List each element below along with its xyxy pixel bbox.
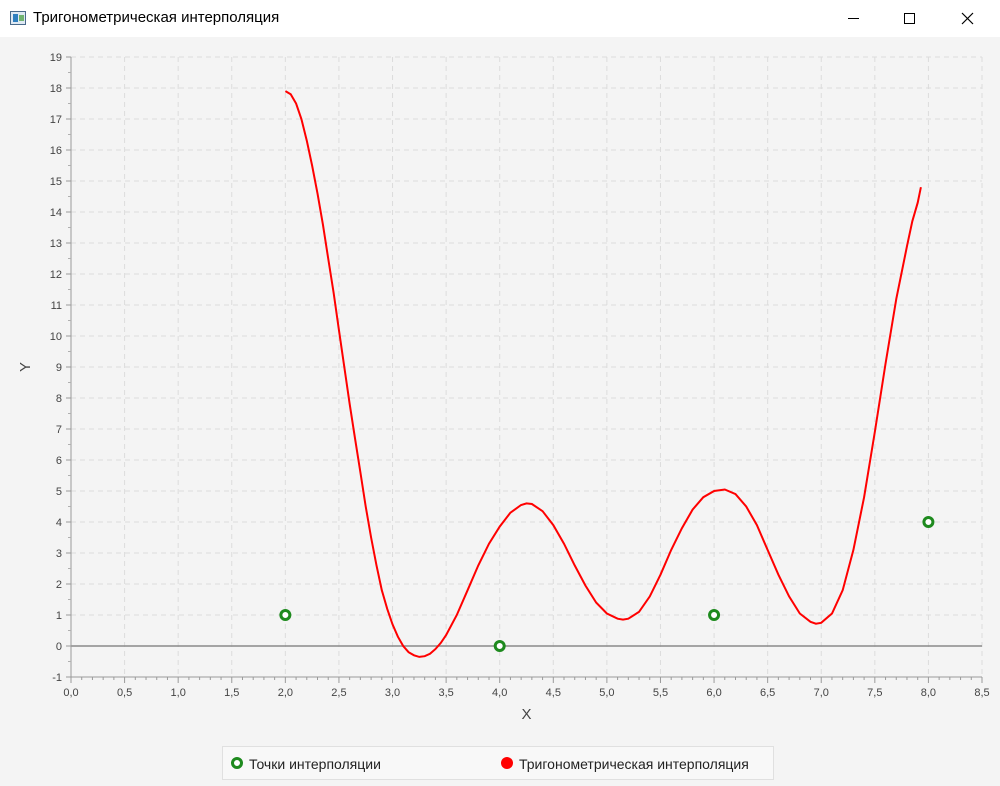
x-tick-label: 2,5 — [331, 687, 346, 699]
interpolation-point — [279, 609, 292, 621]
x-tick-label: 8,0 — [921, 687, 936, 699]
series-layer — [279, 90, 935, 658]
y-tick-label: 5 — [56, 486, 62, 498]
x-tick-label: 2,0 — [278, 687, 293, 699]
legend-filled-circle-icon — [501, 757, 513, 769]
x-tick-label: 4,5 — [546, 687, 561, 699]
x-tick-label: 3,5 — [438, 687, 453, 699]
y-tick-label: 18 — [50, 83, 62, 95]
x-tick-label: 4,0 — [492, 687, 507, 699]
interpolation-point — [708, 609, 721, 621]
y-tick-label: -1 — [52, 672, 62, 684]
y-tick-label: 13 — [50, 238, 62, 250]
y-tick-label: 14 — [50, 207, 62, 219]
y-tick-label: 3 — [56, 548, 62, 560]
y-tick-label: 7 — [56, 424, 62, 436]
x-tick-label: 1,5 — [224, 687, 239, 699]
x-tick-label: 8,5 — [974, 687, 989, 699]
y-tick-label: 17 — [50, 114, 62, 126]
legend-item-curve: Тригонометрическая интерполяция — [501, 747, 771, 779]
y-tick-label: 1 — [56, 610, 62, 622]
y-tick-label: 2 — [56, 579, 62, 591]
x-tick-label: 7,5 — [867, 687, 882, 699]
y-tick-label: 9 — [56, 362, 62, 374]
maximize-button[interactable] — [886, 0, 932, 37]
y-tick-label: 11 — [51, 300, 62, 312]
y-tick-label: 19 — [50, 52, 62, 64]
legend-hollow-circle-icon — [231, 757, 243, 769]
y-tick-label: 10 — [50, 331, 62, 343]
y-tick-label: 6 — [56, 455, 62, 467]
y-tick-label: 12 — [50, 269, 62, 281]
maximize-icon — [904, 13, 915, 24]
x-tick-label: 0,0 — [63, 687, 78, 699]
interpolation-point — [493, 640, 506, 652]
x-axis-ticks: 0,0 0,5 1,0 1,5 2,0 2,5 3,0 3,5 4,0 4,5 5,0 5,5 6,0 6… — [63, 677, 990, 699]
y-tick-label: 16 — [50, 145, 62, 157]
x-tick-label: 5,0 — [599, 687, 614, 699]
chart: 0,0 0,5 1,0 1,5 2,0 2,5 3,0 3,5 4,0 4,5 5,0 5,5 6,0 6… — [17, 52, 990, 723]
app-window-icon — [10, 11, 26, 25]
interpolation-curve — [284, 90, 922, 658]
x-tick-label: 0,5 — [117, 687, 132, 699]
close-button[interactable] — [944, 0, 990, 37]
y-axis-label: Y — [17, 362, 34, 372]
x-tick-label: 7,0 — [814, 687, 829, 699]
close-icon — [961, 12, 974, 25]
legend-label-curve: Тригонометрическая интерполяция — [519, 756, 749, 772]
legend: Точки интерполяции Тригонометрическая ин… — [222, 746, 774, 780]
x-tick-label: 5,5 — [653, 687, 668, 699]
legend-label-points: Точки интерполяции — [249, 756, 381, 772]
minimize-icon — [848, 18, 859, 19]
x-tick-label: 3,0 — [385, 687, 400, 699]
y-tick-label: 15 — [50, 176, 62, 188]
y-tick-label: 4 — [56, 517, 62, 529]
y-tick-label: 0 — [56, 641, 62, 653]
legend-item-points: Точки интерполяции — [231, 747, 471, 779]
minimize-button[interactable] — [830, 0, 876, 37]
x-tick-label: 6,0 — [706, 687, 721, 699]
interpolation-point — [922, 516, 935, 528]
x-tick-label: 6,5 — [760, 687, 775, 699]
x-tick-label: 1,0 — [171, 687, 186, 699]
title-bar: Тригонометрическая интерполяция — [0, 0, 1000, 37]
window-title: Тригонометрическая интерполяция — [33, 9, 280, 26]
x-axis-label: X — [521, 706, 531, 723]
y-tick-label: 8 — [56, 393, 62, 405]
